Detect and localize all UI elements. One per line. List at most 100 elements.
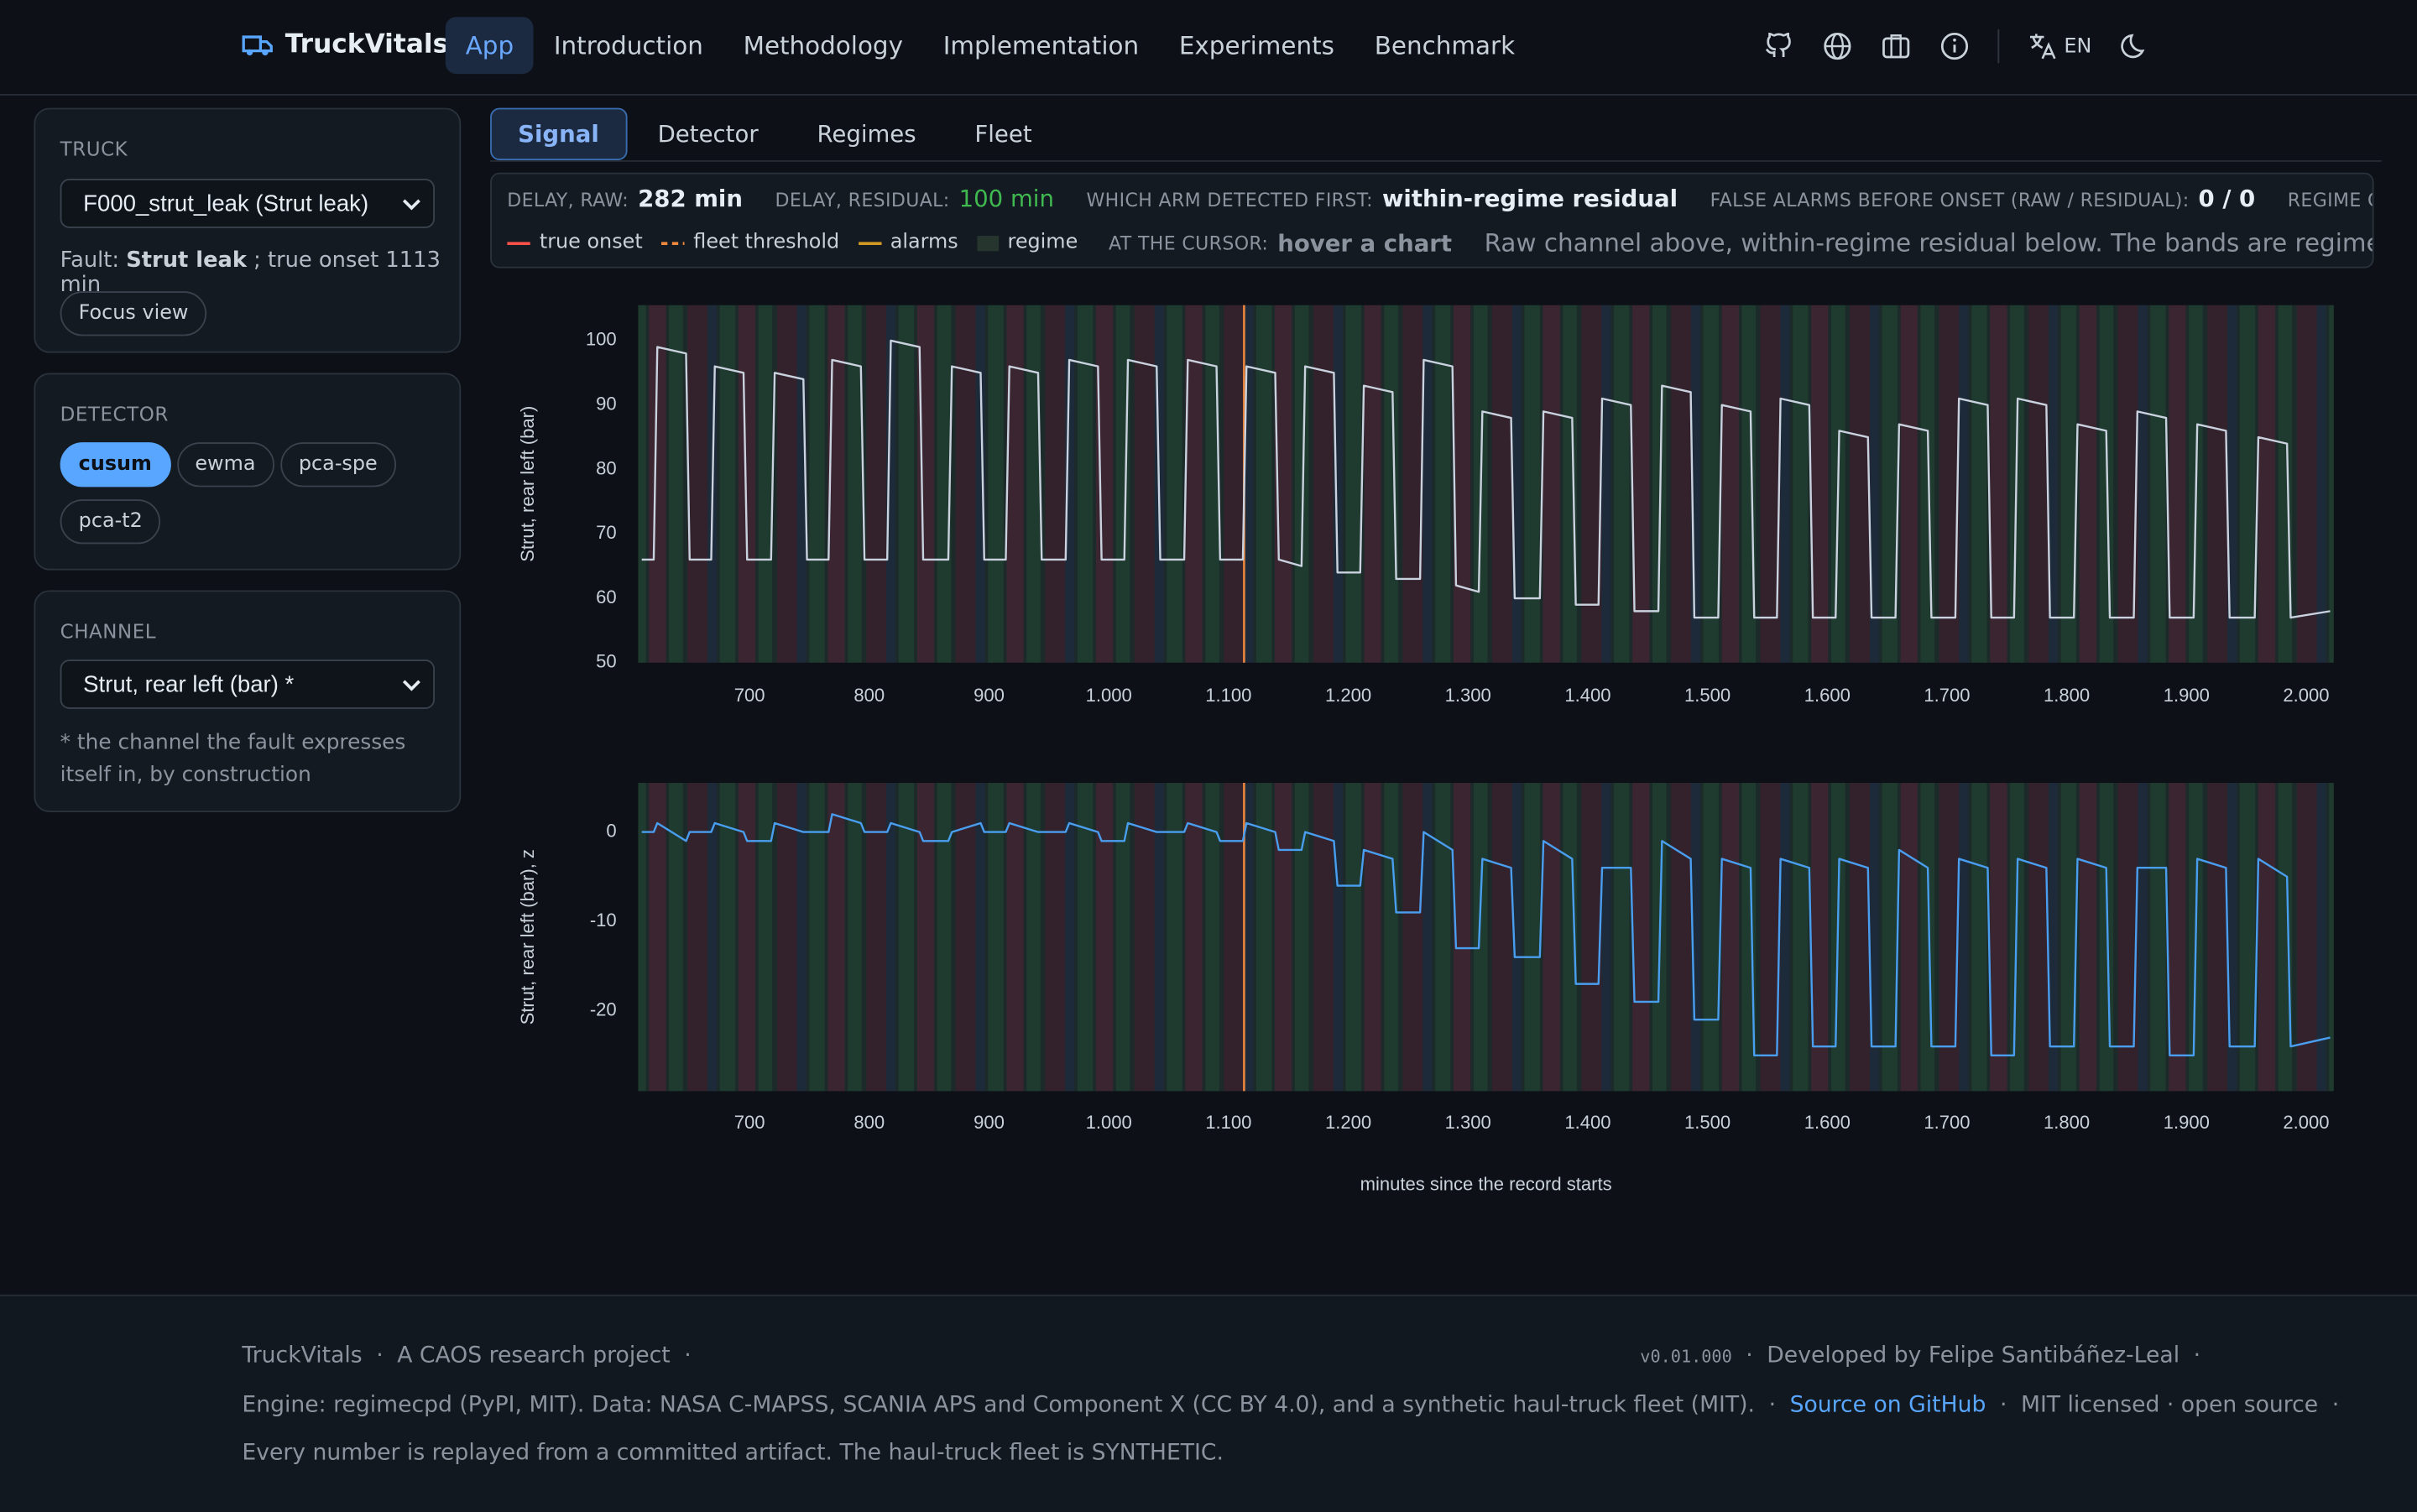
x-tick-label: 1.100 (1205, 685, 1251, 706)
top-nav: TruckVitals App Introduction Methodology Im… (0, 0, 2417, 96)
footer: TruckVitals · A CAOS research project · v0.… (0, 1294, 2417, 1512)
brand[interactable]: TruckVitals (242, 29, 448, 60)
legend-swatch (660, 241, 685, 245)
stat-label: DELAY, RAW: (507, 189, 629, 211)
nav-link[interactable]: App (445, 17, 534, 75)
stat-label: WHICH ARM DETECTED FIRST: (1086, 189, 1373, 211)
x-tick-label: 1.500 (1684, 1112, 1731, 1133)
theme-icon[interactable] (2119, 31, 2150, 62)
separator: · (376, 1343, 384, 1369)
license: MIT licensed · open source (2020, 1393, 2319, 1418)
y-tick-label: 70 (596, 522, 617, 543)
language: EN (2064, 34, 2092, 58)
tab[interactable]: Regimes (817, 120, 916, 149)
y-axis-label: Strut, rear left (bar), z (517, 849, 538, 1025)
x-tick-label: 900 (974, 1112, 1005, 1133)
tab[interactable]: Fleet (974, 120, 1032, 149)
y-tick-label: 50 (596, 651, 617, 672)
fault-name: Strut leak (126, 248, 247, 274)
select-value: Strut, rear left (bar) * (83, 671, 295, 699)
legend-row: true onset fleet threshold alarms regime… (507, 228, 2373, 258)
legend-text: regime (1007, 231, 1078, 255)
separator: · (1999, 1393, 2007, 1418)
stat-value: 0 / 0 (2198, 185, 2256, 213)
chevron (402, 199, 420, 211)
tab[interactable]: Signal (490, 107, 627, 161)
nav-link[interactable]: Introduction (553, 30, 703, 60)
cursor-value: hover a chart (1277, 228, 1453, 257)
tab[interactable]: Detector (657, 120, 759, 149)
version: v0.01.000 (1640, 1347, 1732, 1368)
legend-item: fleet threshold (660, 232, 839, 254)
language-switch[interactable]: EN (2027, 31, 2091, 62)
brand-name: TruckVitals (285, 29, 449, 60)
panel-label: CHANNEL (60, 619, 157, 643)
truck-icon (242, 35, 273, 56)
detector-chip[interactable]: cusum (60, 442, 170, 487)
y-tick-label: -10 (590, 910, 617, 931)
footer-project: A CAOS research project (397, 1343, 671, 1369)
x-tick-label: 700 (734, 685, 765, 706)
engine: Engine: regimecpd (PyPI, MIT). Data: NAS… (242, 1393, 1756, 1418)
briefcase-icon[interactable] (1881, 31, 1912, 62)
globe-icon[interactable] (1822, 31, 1853, 62)
focus-button[interactable]: Focus view (60, 291, 207, 336)
channel-note: * the channel the fault expresses itself… (60, 730, 406, 788)
stat-label: DELAY, RESIDUAL: (775, 189, 950, 211)
detector-chip[interactable]: pca-spe (279, 442, 396, 487)
x-tick-label: 1.000 (1086, 1112, 1132, 1133)
legend-swatch (976, 235, 999, 251)
charts: 50 60 70 80 90 100 700 800 900 1.000 1.100 1.200 1.3… (517, 305, 2334, 1194)
detector-options: cusum ewma pca-spe pca-t2 (60, 442, 446, 556)
nav-link[interactable]: Methodology (743, 30, 903, 60)
nav-link[interactable]: Implementation (942, 30, 1140, 60)
chevron (402, 680, 420, 691)
fault-label: Fault: (60, 248, 120, 274)
x-tick-label: 1.400 (1564, 1112, 1610, 1133)
stat-label: REGIME COVERAGE: (2287, 189, 2373, 211)
regime-bands (638, 783, 2334, 1092)
x-tick-label: 800 (854, 685, 885, 706)
y-tick-label: 0 (606, 820, 616, 841)
nav-icons: EN (1763, 29, 2150, 64)
footer-line: v0.01.000 · Developed by Felipe Santibáñez… (1640, 1344, 2214, 1369)
y-tick-label: -20 (590, 998, 617, 1019)
x-tick-label: 1.800 (2044, 1112, 2090, 1133)
separator: · (684, 1343, 692, 1369)
y-tick-label: 60 (596, 587, 617, 607)
info-icon[interactable] (1939, 31, 1971, 62)
stat-label: FALSE ALARMS BEFORE ONSET (RAW / RESIDUA… (1710, 189, 2190, 211)
nav-link[interactable]: Experiments (1178, 30, 1334, 60)
legend-item: true onset (507, 232, 643, 254)
footer-line: Engine: regimecpd (PyPI, MIT). Data: NAS… (242, 1393, 2352, 1417)
detector-chip[interactable]: pca-t2 (60, 499, 161, 545)
y-axis-label: Strut, rear left (bar) (517, 406, 538, 562)
legend-item: regime (976, 231, 1078, 255)
x-tick-label: 1.200 (1325, 685, 1371, 706)
separator: · (1768, 1393, 1777, 1418)
developer: Developed by Felipe Santibáñez-Leal (1767, 1343, 2180, 1369)
stats-row: DELAY, RAW: 282 min DELAY, RESIDUAL: 100 mi… (507, 185, 2373, 213)
source-link[interactable]: Source on GitHub (1789, 1393, 1986, 1418)
detector-chip[interactable]: ewma (176, 442, 274, 487)
y-tick-label: 90 (596, 394, 617, 414)
channel-select[interactable]: Strut, rear left (bar) * (60, 660, 435, 709)
truck-select[interactable]: F000_strut_leak (Strut leak) (60, 179, 435, 228)
y-tick-label: 100 (586, 329, 617, 350)
tabs: Signal Detector Regimes Fleet (490, 107, 2382, 162)
footer-brand: TruckVitals (242, 1343, 363, 1369)
github-icon[interactable] (1763, 31, 1794, 62)
stats-bar: DELAY, RAW: 282 min DELAY, RESIDUAL: 100 mi… (490, 172, 2374, 269)
stat-value: 282 min (638, 185, 743, 213)
nav-link[interactable]: Benchmark (1374, 30, 1516, 60)
x-tick-label: 1.900 (2164, 1112, 2210, 1133)
legend-swatch (507, 241, 530, 245)
x-tick-label: 1.100 (1205, 1112, 1251, 1133)
footer-line: Every number is replayed from a committe… (242, 1441, 1224, 1466)
legend-swatch (858, 241, 881, 245)
y-tick-label: 80 (596, 457, 617, 478)
x-tick-label: 2.000 (2283, 1112, 2329, 1133)
